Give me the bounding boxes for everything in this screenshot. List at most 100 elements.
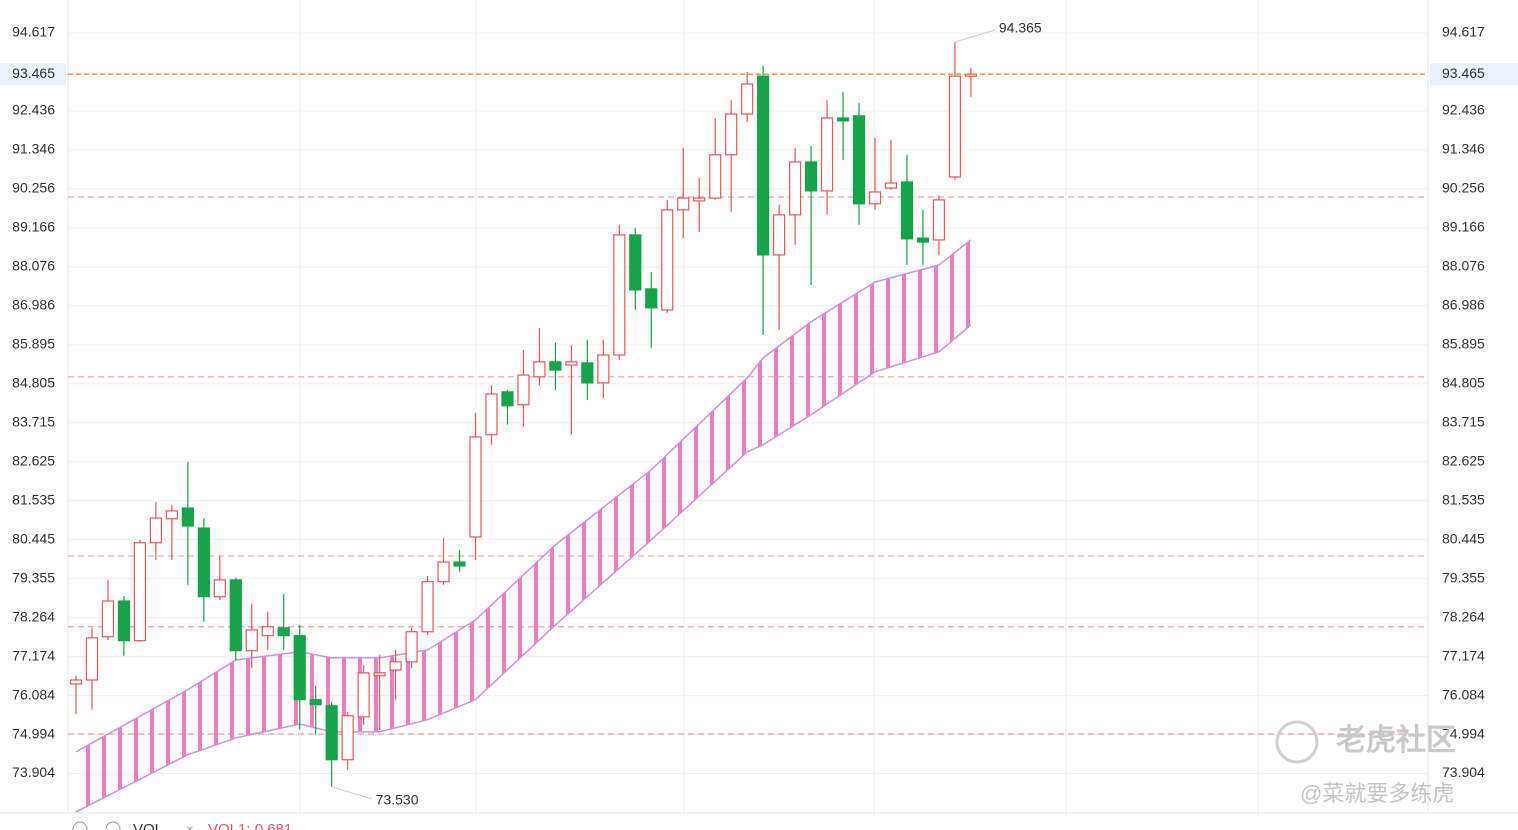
y-tick-label: 94.617 (12, 24, 55, 40)
y-tick-label: 74.994 (12, 725, 55, 741)
y-tick-label: 90.256 (12, 180, 55, 196)
y-tick-label-right: 76.084 (1442, 686, 1485, 702)
y-tick-label-right: 88.076 (1442, 258, 1485, 274)
candle-body (405, 631, 418, 663)
candle-body (773, 214, 786, 256)
last-price-box-left (0, 63, 66, 86)
candle-body (820, 117, 834, 192)
candle-body (261, 626, 274, 637)
y-tick-label: 82.625 (12, 452, 55, 468)
y-tick-label-right: 86.986 (1442, 297, 1485, 313)
candle-body (900, 181, 914, 240)
indicator-name: VOL (133, 821, 163, 830)
y-tick-label: 80.445 (12, 530, 55, 546)
candle-body (597, 354, 610, 384)
candle-body (565, 361, 578, 366)
candle-body (581, 362, 594, 384)
candle-body (741, 83, 754, 115)
candle-body (421, 581, 434, 633)
y-tick-label-right: 92.436 (1442, 102, 1485, 118)
y-tick-label-right: 82.625 (1442, 452, 1485, 468)
candle-body (709, 154, 722, 199)
y-tick-label: 86.986 (12, 297, 55, 313)
candle-body (373, 672, 386, 677)
y-tick-label: 85.895 (12, 336, 55, 352)
indicator-value: VOL1: 0.681 (208, 821, 292, 830)
candle-body (788, 161, 802, 216)
y-tick-label: 92.436 (12, 102, 55, 118)
candle-body (181, 507, 194, 527)
settings-icon[interactable] (72, 821, 88, 830)
candle-body (85, 637, 99, 681)
y-tick-label-right: 80.445 (1442, 530, 1485, 546)
candle-body (501, 391, 514, 407)
candle-body (341, 715, 354, 761)
y-tick-label-right: 90.256 (1442, 180, 1485, 196)
candle-body (549, 361, 562, 371)
y-tick-label-right: 78.264 (1442, 608, 1485, 624)
candle-body (916, 237, 930, 243)
candle-body (932, 199, 946, 241)
candle-body (677, 197, 690, 211)
y-tick-label-right: 91.346 (1442, 141, 1485, 157)
watermark-logo (1275, 720, 1319, 764)
y-tick-label-right: 77.174 (1442, 647, 1485, 663)
last-price-box-right (1430, 63, 1518, 86)
eye-icon[interactable] (105, 821, 121, 830)
candle-body (101, 600, 115, 638)
candle-body (149, 517, 162, 544)
candle-body (693, 197, 706, 202)
watermark-brand: 老虎社区 (1336, 724, 1456, 757)
candle-body (293, 635, 306, 701)
cloud-lower-line (75, 324, 972, 813)
min-label: 73.530 (376, 792, 419, 808)
watermark-user: @菜就要多练虎 (1300, 781, 1454, 806)
y-tick-label: 91.346 (12, 141, 55, 157)
candle-body (133, 542, 147, 642)
candle-body (948, 75, 962, 178)
candle-body (389, 661, 402, 671)
candle-body (804, 161, 818, 192)
candle-body (613, 234, 626, 356)
axes: 94.617 94.617 92.436 92.436 91.346 91.346 90.2… (0, 24, 1518, 780)
y-tick-label-right: 74.994 (1442, 725, 1485, 741)
candle-body (309, 699, 322, 706)
candle-body (197, 527, 210, 598)
candle-body (661, 209, 674, 311)
candle-body (325, 705, 338, 761)
candle-body (533, 361, 546, 378)
y-tick-label-right: 73.904 (1442, 764, 1485, 780)
candle-body (725, 113, 738, 156)
candle-body (964, 73, 977, 77)
candle-body (884, 182, 898, 189)
candle-body (852, 115, 866, 205)
y-tick-label-right: 85.895 (1442, 336, 1485, 352)
max-leader (954, 29, 996, 43)
y-tick-label-right: 84.805 (1442, 375, 1485, 391)
candle-body (229, 579, 242, 652)
y-tick-label: 81.535 (12, 491, 55, 507)
y-tick-label-right: 94.617 (1442, 24, 1485, 40)
candle-body (437, 561, 450, 583)
candle-body (517, 374, 530, 406)
candle-body (245, 629, 258, 652)
candle-body (117, 600, 131, 642)
max-label: 94.365 (999, 20, 1042, 36)
last-price-label-right: 93.465 (1442, 65, 1485, 81)
last-price-label: 93.465 (12, 65, 55, 81)
y-tick-label: 78.264 (12, 608, 55, 624)
candle-body (868, 191, 882, 205)
y-tick-label-right: 83.715 (1442, 413, 1485, 429)
candle-body (213, 579, 226, 598)
cloud-upper-line (75, 239, 972, 753)
y-tick-label: 83.715 (12, 413, 55, 429)
y-tick-label: 84.805 (12, 375, 55, 391)
close-icon[interactable]: × (186, 821, 194, 830)
watermark: 老虎社区 @菜就要多练虎 (1275, 720, 1456, 806)
y-tick-label: 77.174 (12, 647, 55, 663)
candle-body (629, 234, 642, 291)
candle-body (485, 393, 498, 436)
candle-body (757, 75, 770, 256)
